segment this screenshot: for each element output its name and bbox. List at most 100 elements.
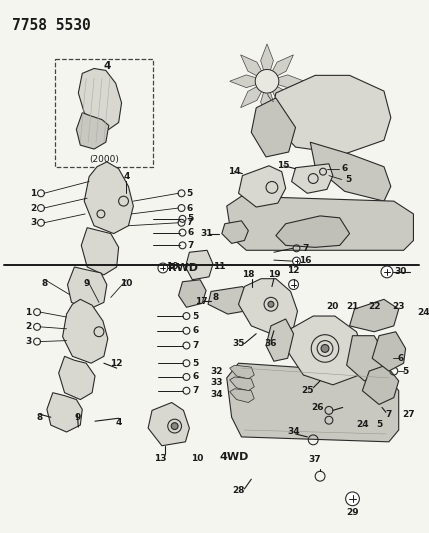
Text: 4: 4: [103, 61, 111, 70]
Text: 7: 7: [186, 219, 193, 227]
Text: 36: 36: [265, 339, 277, 348]
Text: 10: 10: [191, 454, 203, 463]
Text: 5: 5: [192, 359, 198, 368]
Text: 9: 9: [84, 279, 91, 288]
Polygon shape: [372, 332, 405, 371]
Text: 12: 12: [110, 359, 123, 368]
Polygon shape: [227, 196, 414, 251]
Text: 34: 34: [287, 427, 300, 437]
Text: 7: 7: [192, 386, 199, 395]
Text: 34: 34: [211, 390, 223, 399]
Text: 8: 8: [37, 413, 43, 422]
Text: 1: 1: [25, 308, 31, 317]
Text: 4WD: 4WD: [220, 451, 249, 462]
Text: 12: 12: [287, 266, 300, 276]
Polygon shape: [185, 251, 213, 280]
Polygon shape: [84, 162, 133, 233]
Text: 5: 5: [345, 175, 352, 184]
Text: 21: 21: [346, 302, 359, 311]
Text: 26: 26: [311, 403, 323, 412]
Text: 6: 6: [187, 228, 193, 237]
Bar: [55, 59, 153, 167]
Text: 5: 5: [402, 367, 409, 376]
Text: 23: 23: [393, 302, 405, 311]
Polygon shape: [310, 142, 391, 201]
Polygon shape: [227, 363, 399, 442]
Text: 4: 4: [123, 172, 130, 181]
Polygon shape: [266, 319, 293, 361]
Circle shape: [321, 344, 329, 352]
Polygon shape: [261, 81, 273, 119]
Polygon shape: [363, 365, 399, 405]
Polygon shape: [59, 357, 95, 400]
Text: 32: 32: [211, 367, 223, 376]
Polygon shape: [267, 55, 293, 81]
Text: 35: 35: [232, 339, 245, 348]
Polygon shape: [347, 336, 386, 381]
Text: 30: 30: [395, 268, 407, 277]
Text: 4: 4: [115, 418, 122, 427]
Text: 28: 28: [232, 487, 245, 496]
Polygon shape: [276, 216, 350, 247]
Circle shape: [268, 301, 274, 307]
Text: 2: 2: [25, 322, 31, 332]
Text: 13: 13: [154, 454, 166, 463]
Text: 14: 14: [228, 167, 241, 176]
Text: 5: 5: [187, 214, 193, 223]
Circle shape: [346, 492, 360, 506]
Text: 37: 37: [309, 455, 321, 464]
Polygon shape: [81, 228, 119, 275]
Polygon shape: [208, 287, 254, 314]
Polygon shape: [286, 316, 364, 385]
Polygon shape: [292, 164, 333, 193]
Text: 6: 6: [192, 373, 198, 382]
Circle shape: [255, 69, 279, 93]
Circle shape: [381, 266, 393, 278]
Text: 24: 24: [356, 419, 369, 429]
Text: 7: 7: [192, 341, 199, 350]
Text: 7758 5530: 7758 5530: [12, 18, 91, 34]
Text: 8: 8: [213, 293, 219, 302]
Text: 6: 6: [398, 354, 404, 363]
Polygon shape: [230, 377, 254, 391]
Text: 15: 15: [278, 161, 290, 170]
Text: (2000): (2000): [89, 156, 119, 164]
Circle shape: [158, 263, 168, 273]
Polygon shape: [261, 44, 273, 81]
Polygon shape: [63, 300, 108, 363]
Text: 31: 31: [201, 229, 213, 238]
Polygon shape: [222, 221, 248, 244]
Text: 10: 10: [120, 279, 133, 288]
Polygon shape: [67, 267, 107, 309]
Text: 5: 5: [186, 189, 193, 198]
Text: 29: 29: [346, 508, 359, 517]
Polygon shape: [230, 365, 254, 379]
Text: 19: 19: [268, 270, 280, 279]
Polygon shape: [178, 280, 206, 308]
Polygon shape: [230, 389, 254, 402]
Polygon shape: [251, 98, 296, 157]
Text: 5: 5: [376, 419, 382, 429]
Text: 6: 6: [192, 326, 198, 335]
Polygon shape: [267, 81, 293, 108]
Polygon shape: [241, 81, 267, 108]
Polygon shape: [271, 75, 391, 154]
Text: 3: 3: [25, 337, 31, 346]
Text: 5: 5: [192, 311, 198, 320]
Text: 2: 2: [30, 204, 36, 213]
Text: 8: 8: [42, 279, 48, 288]
Polygon shape: [148, 402, 189, 446]
Text: 17: 17: [195, 297, 208, 306]
Polygon shape: [267, 75, 304, 87]
Text: 16: 16: [299, 256, 311, 264]
Text: 27: 27: [402, 410, 415, 419]
Text: 6: 6: [186, 204, 193, 213]
Text: 33: 33: [211, 378, 223, 387]
Text: 1: 1: [30, 189, 36, 198]
Text: 7: 7: [302, 244, 308, 253]
Text: 10: 10: [166, 262, 179, 271]
Circle shape: [293, 257, 300, 265]
Polygon shape: [76, 112, 109, 149]
Text: 20: 20: [326, 302, 339, 311]
Text: 11: 11: [213, 262, 225, 271]
